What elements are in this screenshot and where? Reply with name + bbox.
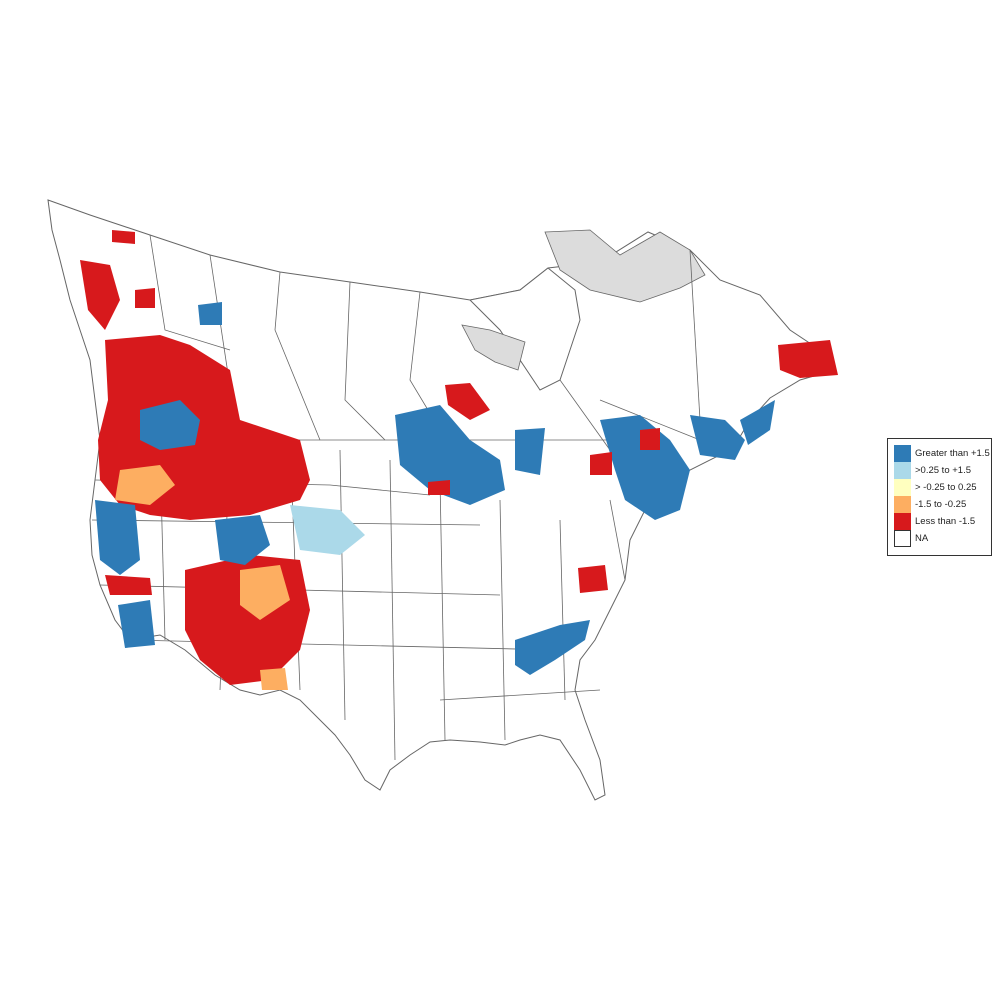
range-patch-socal [118, 600, 155, 648]
legend-item: >0.25 to +1.5 [894, 462, 991, 479]
range-patch-maritimes-red [640, 428, 660, 450]
range-patch-wy-blue [215, 515, 270, 565]
range-patch-bc-north [135, 288, 155, 308]
range-patch-nw-orange [115, 465, 175, 505]
range-patch-nova-scotia [740, 400, 775, 445]
range-patch-plains-light [290, 505, 365, 555]
legend-label: Greater than +1.5 [915, 448, 990, 459]
range-patch-california-red [105, 575, 152, 595]
range-patch-california-blue [95, 500, 140, 575]
legend-item: -1.5 to -0.25 [894, 496, 991, 513]
legend-item: Greater than +1.5 [894, 445, 991, 462]
legend-item: > -0.25 to 0.25 [894, 479, 991, 496]
range-patch-nw-blue [140, 400, 200, 450]
no-data-region-quebec [544, 229, 706, 303]
range-patch-ak-red [112, 230, 135, 244]
legend-item: NA [894, 530, 991, 547]
range-patch-wi-red [428, 480, 450, 495]
legend-swatch-na [894, 530, 911, 547]
legend-label: >0.25 to +1.5 [915, 465, 971, 476]
legend-swatch [894, 445, 911, 462]
legend-label: Less than -1.5 [915, 516, 976, 527]
range-patch-ontario-red [445, 383, 490, 420]
range-cells [80, 230, 838, 690]
legend-swatch [894, 496, 911, 513]
range-patch-mi [515, 428, 545, 475]
legend-label: > -0.25 to 0.25 [915, 482, 977, 493]
range-patch-maritimes-blue [690, 415, 745, 460]
legend-label: NA [915, 533, 929, 544]
range-patch-appalachia-blue [515, 620, 590, 675]
legend-swatch [894, 462, 911, 479]
range-patch-alaska-coast [80, 260, 120, 330]
range-patch-lakes-blue [395, 405, 505, 505]
map-legend: Greater than +1.5 >0.25 to +1.5 > -0.25 … [887, 438, 992, 556]
legend-swatch [894, 513, 911, 530]
range-patch-rockies-orange [240, 565, 290, 620]
legend-swatch [894, 479, 911, 496]
range-patch-az [260, 668, 288, 690]
legend-label: -1.5 to -0.25 [915, 499, 967, 510]
range-patch-va-red [578, 565, 608, 593]
range-patch-quebec-red [590, 452, 612, 475]
range-patch-northeast-blue [600, 415, 690, 520]
range-patch-newfoundland-red [778, 340, 838, 378]
legend-item: Less than -1.5 [894, 513, 991, 530]
no-data-region-ontario [461, 324, 526, 371]
range-patch-bc-blue [198, 302, 222, 325]
